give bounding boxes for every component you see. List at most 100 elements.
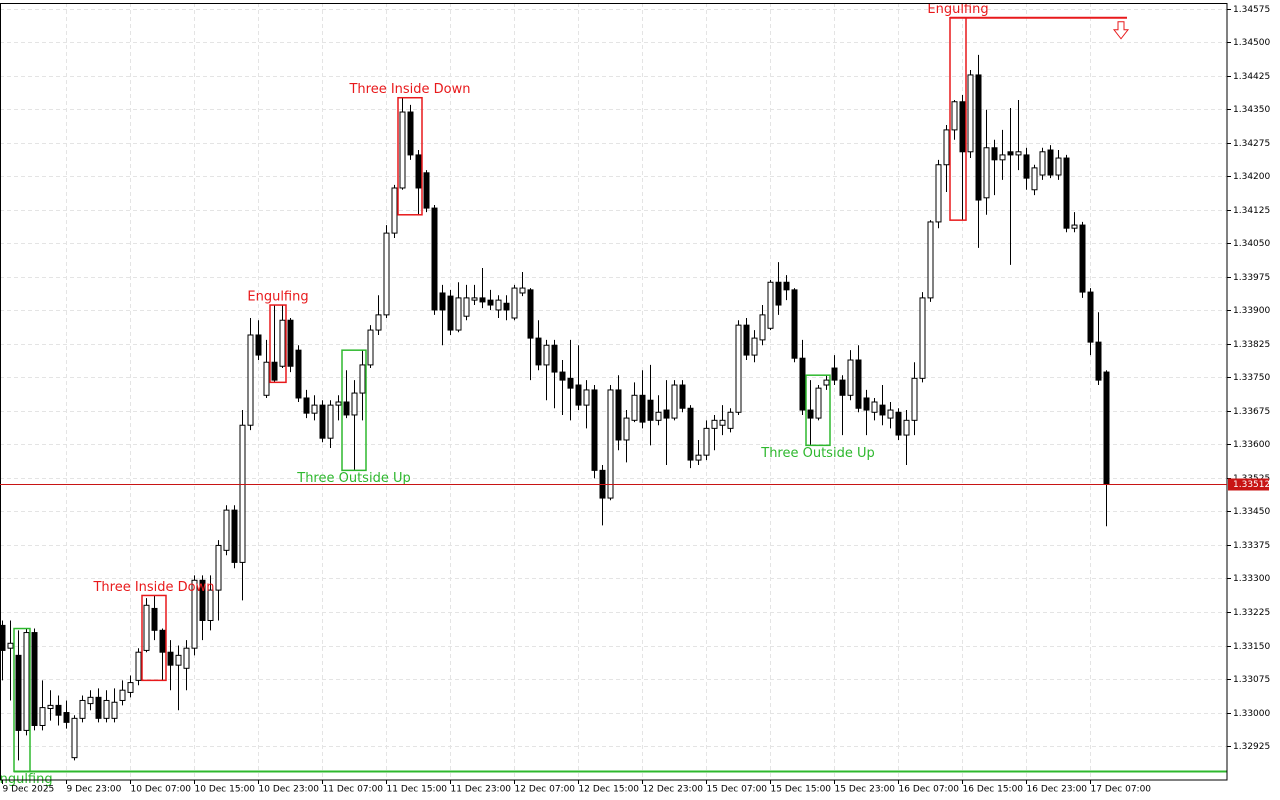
grid (0, 3, 1227, 780)
axes: 1.34575 1.34500 1.34425 1.34350 1.34275 1.342… (0, 3, 1270, 795)
pattern-box (341, 349, 367, 472)
candle-body (231, 509, 238, 563)
y-tick-label: 1.33675 (1233, 407, 1270, 417)
x-tick-label: 10 Dec 15:00 (195, 785, 256, 795)
y-tick-label: 1.33375 (1233, 541, 1270, 551)
candle-body (303, 397, 310, 414)
candle-body (751, 337, 758, 356)
y-tick-label: 1.32925 (1233, 742, 1270, 752)
x-tick-label: 15 Dec 23:00 (835, 785, 896, 795)
current-price-label: 1.33512 (1233, 480, 1270, 490)
candle-body (239, 424, 246, 563)
candle-body (767, 281, 774, 329)
candle-body (1103, 371, 1110, 485)
candle-body (919, 297, 926, 379)
candle-body (743, 324, 750, 356)
candle-body (447, 295, 454, 331)
y-tick-label: 1.33225 (1233, 608, 1270, 618)
current-price-tag (1228, 478, 1269, 491)
y-tick-label: 1.34500 (1233, 38, 1270, 48)
candle-body (855, 359, 862, 409)
x-tick-label: 17 Dec 07:00 (1091, 785, 1152, 795)
candle-body (1007, 151, 1014, 156)
candle-body (903, 419, 910, 436)
candle-body (471, 297, 478, 301)
candle-body (551, 344, 558, 373)
candle-body (135, 651, 142, 681)
pattern-box (397, 96, 423, 216)
candle-body (807, 409, 814, 419)
candle-body (39, 707, 46, 726)
candle-body (575, 384, 582, 406)
x-tick-label: 9 Dec 2025 (3, 785, 55, 795)
candle-body (399, 111, 406, 189)
candle-body (479, 297, 486, 303)
candle-body (215, 544, 222, 591)
candle-body (999, 154, 1006, 161)
candle-body (1095, 341, 1102, 381)
candle-body (871, 401, 878, 413)
candle-body (1031, 167, 1038, 191)
candle-body (823, 379, 830, 386)
candle-body (191, 579, 198, 649)
y-tick-label: 1.33000 (1233, 709, 1270, 719)
candle-body (415, 154, 422, 189)
candle-body (175, 654, 182, 666)
candle-body (879, 404, 886, 416)
candle-body (7, 642, 14, 649)
candle-body (351, 392, 358, 416)
candle-body (607, 389, 614, 499)
candle-body (367, 329, 374, 366)
candle-body (887, 409, 894, 419)
candle-body (1071, 224, 1078, 229)
y-tick-label: 1.33975 (1233, 273, 1270, 283)
candle-body (583, 389, 590, 406)
y-tick-label: 1.33450 (1233, 507, 1270, 517)
candle-body (183, 647, 190, 669)
y-tick-label: 1.33900 (1233, 306, 1270, 316)
candle-body (735, 324, 742, 413)
candle-body (951, 101, 958, 131)
x-tick-label: 10 Dec 23:00 (259, 785, 320, 795)
y-tick-label: 1.33150 (1233, 642, 1270, 652)
candle-body (975, 74, 982, 201)
candle-body (863, 397, 870, 411)
candle-body (247, 334, 254, 426)
candle-body (495, 299, 502, 311)
candle-body (983, 147, 990, 199)
candle-body (615, 389, 622, 441)
candle-body (727, 411, 734, 429)
y-tick-label: 1.34350 (1233, 105, 1270, 115)
x-tick-label: 16 Dec 07:00 (899, 785, 960, 795)
candle-body (87, 696, 94, 705)
candle-body (431, 207, 438, 311)
candle-body (759, 314, 766, 341)
candle-body (831, 367, 838, 381)
x-tick-label: 12 Dec 07:00 (515, 785, 576, 795)
y-tick-label: 1.34050 (1233, 239, 1270, 249)
candle-body (1079, 224, 1086, 293)
candle-body (167, 651, 174, 666)
candle-body (799, 357, 806, 411)
candle-body (407, 111, 414, 156)
candle-body (223, 509, 230, 551)
candle-body (695, 454, 702, 461)
candle-body (1015, 151, 1022, 156)
candle-body (943, 129, 950, 166)
candle-body (159, 629, 166, 653)
candle-body (95, 696, 102, 719)
x-tick-label: 16 Dec 15:00 (963, 785, 1024, 795)
pattern-label: Three Inside Down (348, 82, 470, 97)
pattern-box (805, 374, 831, 447)
candle-body (15, 654, 22, 731)
candle-body (23, 632, 30, 731)
candle-body (959, 101, 966, 153)
candle-body (847, 359, 854, 396)
candle-body (383, 232, 390, 316)
y-tick-label: 1.33600 (1233, 440, 1270, 450)
pattern-label: Three Outside Up (296, 471, 410, 486)
candle-body (111, 701, 118, 719)
candle-body (47, 704, 54, 710)
signal-arrow (1112, 21, 1130, 40)
candle-body (543, 344, 550, 366)
